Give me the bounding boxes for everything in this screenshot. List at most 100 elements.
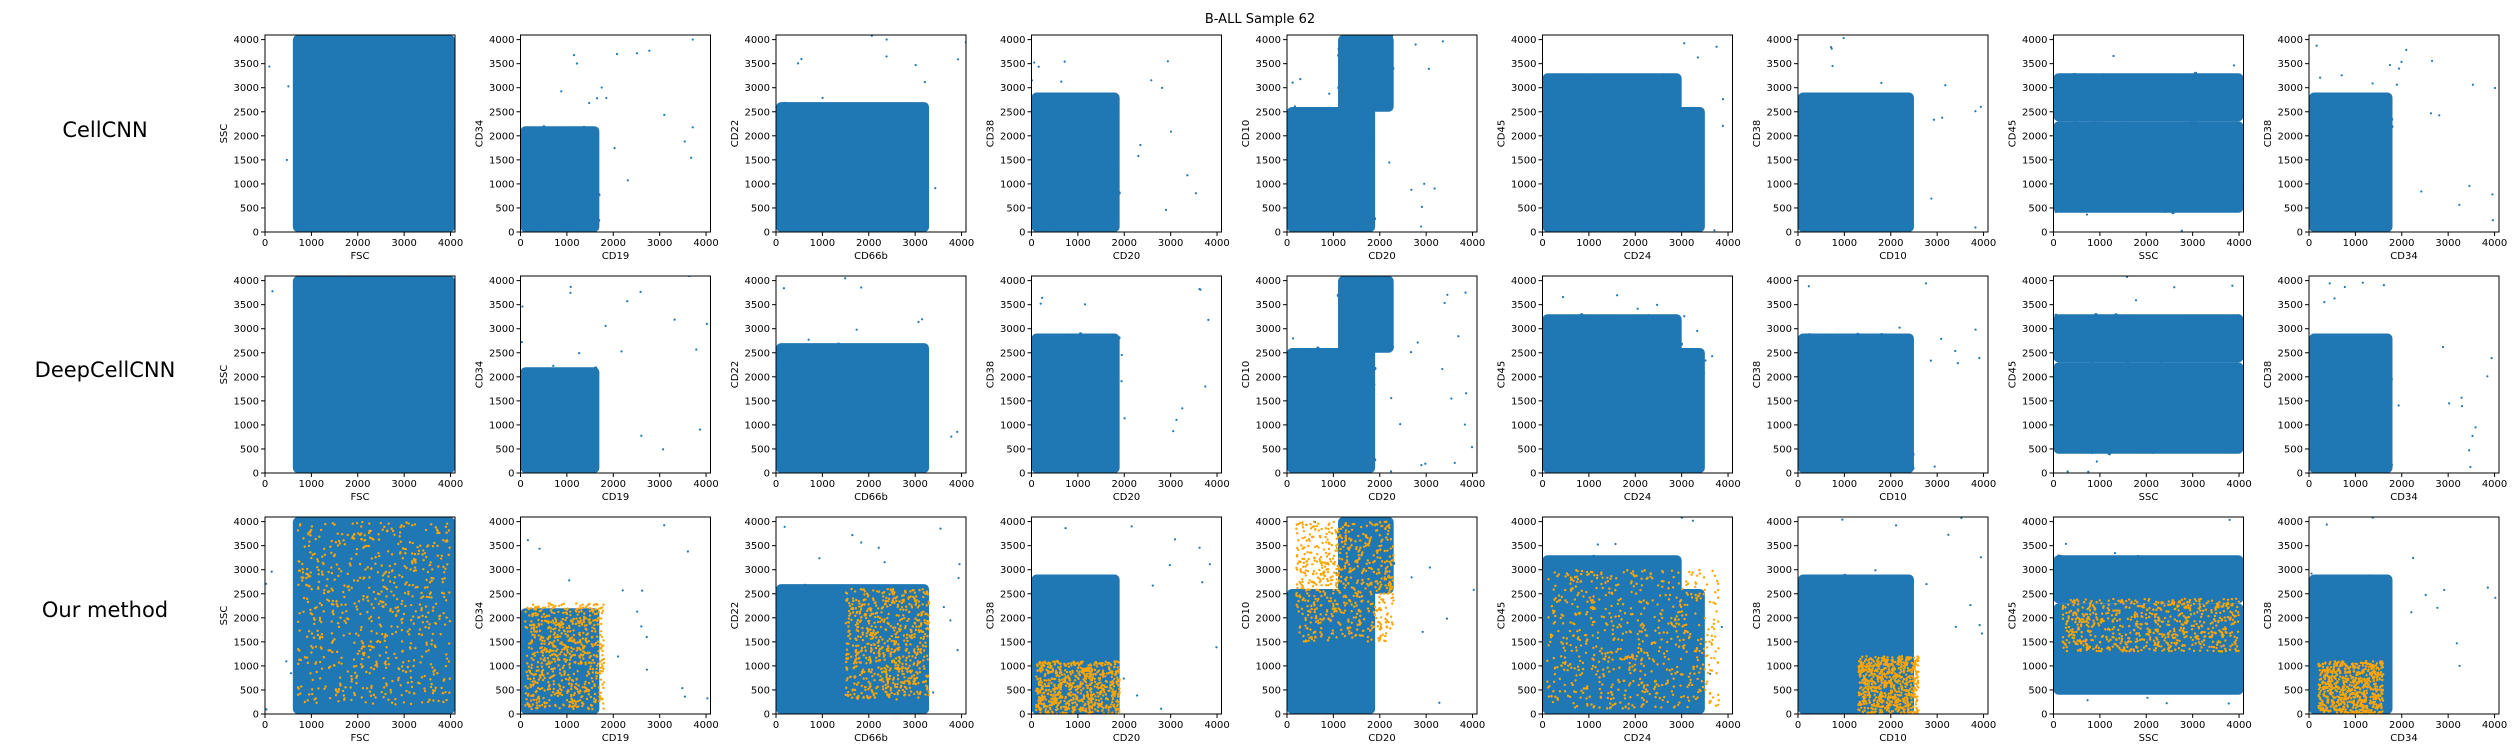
highlighted-point <box>587 603 590 607</box>
highlighted-point <box>916 651 919 655</box>
data-point <box>1572 158 1576 162</box>
data-point <box>896 357 901 362</box>
axes-frame <box>1286 34 1478 233</box>
data-point <box>917 320 920 323</box>
data-point <box>1834 360 1838 364</box>
data-point <box>423 363 427 367</box>
data-point <box>305 56 309 60</box>
data-point <box>2177 349 2182 353</box>
highlighted-point <box>565 698 569 702</box>
data-point <box>2169 394 2173 399</box>
data-point <box>1617 338 1621 343</box>
x-tick-label: 4000 <box>693 238 718 249</box>
data-point <box>1561 427 1565 431</box>
data-point <box>856 217 861 221</box>
data-point <box>2163 209 2167 213</box>
data-point <box>1695 199 1699 204</box>
y-tick-label: 0 <box>1275 228 1281 239</box>
highlighted-point <box>391 529 395 533</box>
data-point <box>2389 117 2394 121</box>
data-point <box>303 305 306 308</box>
highlighted-point <box>570 693 573 697</box>
highlighted-point <box>385 587 389 591</box>
highlighted-point <box>307 544 311 548</box>
data-point <box>1373 332 1378 336</box>
data-point <box>2184 407 2188 411</box>
highlighted-point <box>297 687 300 690</box>
data-point <box>2352 186 2357 191</box>
y-tick-label: 4000 <box>489 517 514 528</box>
data-point <box>1911 452 1915 457</box>
highlighted-point <box>536 651 539 654</box>
highlighted-point <box>419 661 422 664</box>
highlighted-point <box>531 603 535 606</box>
population-density <box>2053 73 2244 122</box>
highlighted-point <box>554 627 557 630</box>
highlighted-point <box>914 603 917 607</box>
data-point <box>421 678 425 682</box>
highlighted-point <box>388 564 392 568</box>
data-point <box>553 417 558 421</box>
highlighted-point <box>576 688 579 691</box>
y-tick-label: 3500 <box>1767 300 1792 311</box>
highlighted-point <box>533 630 536 633</box>
data-point <box>911 444 915 448</box>
highlighted-point <box>564 632 567 636</box>
x-tick-label: 1000 <box>2087 238 2112 249</box>
highlighted-point <box>405 566 408 570</box>
highlighted-point <box>432 673 436 676</box>
highlighted-point <box>569 656 572 659</box>
highlighted-point <box>357 532 360 535</box>
data-point <box>326 77 329 80</box>
data-point <box>2097 88 2102 92</box>
highlighted-point <box>578 631 581 635</box>
highlighted-point <box>855 683 859 686</box>
highlighted-point <box>336 605 339 608</box>
highlighted-point <box>914 683 918 686</box>
data-point <box>578 352 581 355</box>
data-point <box>910 109 914 114</box>
highlighted-point <box>545 620 549 623</box>
highlighted-point <box>599 630 603 633</box>
highlighted-point <box>910 633 914 637</box>
data-point <box>1830 47 1833 50</box>
highlighted-point <box>425 555 428 559</box>
data-point <box>681 686 684 690</box>
highlighted-point <box>563 643 566 647</box>
highlighted-point <box>524 692 528 695</box>
highlighted-point <box>413 552 417 556</box>
y-tick-label: 1500 <box>234 637 259 648</box>
data-point <box>450 451 454 454</box>
data-point <box>2361 387 2365 391</box>
data-point <box>663 113 666 116</box>
highlighted-point <box>921 603 924 606</box>
highlighted-point <box>375 660 378 664</box>
highlighted-point <box>355 681 358 685</box>
highlighted-point <box>374 556 377 559</box>
data-point <box>389 176 393 179</box>
highlighted-point <box>588 622 592 625</box>
highlighted-point <box>383 639 387 643</box>
data-point <box>807 338 810 341</box>
y-tick-label: 1500 <box>489 396 514 407</box>
data-point <box>2354 215 2358 220</box>
data-point <box>547 457 551 461</box>
x-tick-label: 0 <box>773 720 779 731</box>
data-point <box>1882 380 1886 384</box>
y-tick-label: 2000 <box>234 613 259 624</box>
data-point <box>883 429 887 433</box>
y-tick-label: 3000 <box>2278 324 2303 335</box>
data-point <box>2221 432 2224 435</box>
y-tick-label: 3500 <box>745 300 770 311</box>
highlighted-point <box>368 690 372 693</box>
highlighted-point <box>429 678 432 681</box>
x-tick-label: 3000 <box>2435 479 2460 490</box>
data-point <box>2342 205 2346 209</box>
data-point <box>596 679 600 684</box>
highlighted-point <box>326 598 329 601</box>
highlighted-point <box>393 562 397 566</box>
highlighted-point <box>918 692 922 696</box>
highlighted-point <box>886 587 889 591</box>
data-point <box>811 690 815 694</box>
highlighted-point <box>888 695 891 699</box>
